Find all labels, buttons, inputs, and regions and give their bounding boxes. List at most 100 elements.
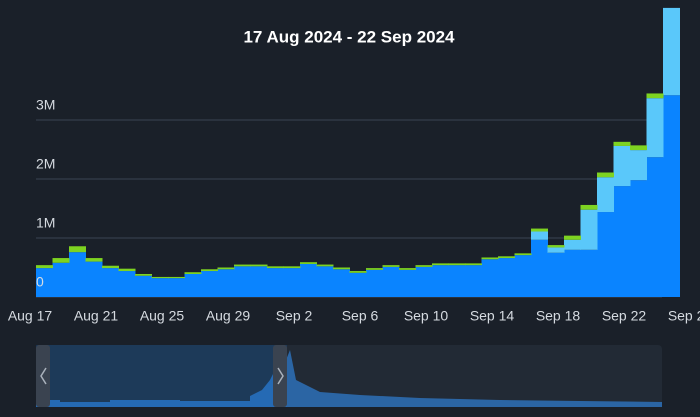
area-step [300, 263, 317, 297]
x-tick-label: Sep 14 [470, 308, 515, 324]
area-step [52, 262, 70, 297]
area-step [514, 255, 532, 297]
navigator-panel [36, 345, 662, 407]
area-step [564, 235, 581, 240]
y-tick-label: 3M [36, 97, 55, 113]
area-step [432, 263, 449, 266]
area-step [663, 95, 680, 297]
area-step [217, 267, 235, 270]
area-step [69, 252, 86, 297]
handle-arrow [277, 367, 284, 385]
y-tick-label: 1M [36, 215, 55, 231]
area-step [580, 249, 598, 297]
area-step [234, 266, 251, 297]
area-step [250, 264, 268, 267]
area-step [547, 252, 565, 297]
x-tick-label: Aug 21 [74, 308, 119, 324]
area-step [399, 268, 416, 270]
area-step [613, 186, 631, 297]
area-step [415, 266, 433, 297]
area-step [267, 268, 284, 297]
area-step [481, 259, 499, 297]
area-step [531, 228, 548, 232]
area-step [415, 265, 433, 267]
area-step [36, 268, 53, 297]
navigator-right-handle[interactable] [273, 345, 287, 407]
area-step [630, 145, 647, 151]
area-step [283, 266, 301, 269]
area-step [531, 231, 548, 240]
area-step [481, 257, 499, 260]
area-step [564, 239, 581, 250]
area-step [663, 7, 680, 96]
area-step [366, 268, 383, 270]
y-tick-label: 2M [36, 156, 55, 172]
navigator-selection[interactable] [36, 345, 287, 407]
area-step [646, 98, 664, 158]
area-step [382, 266, 400, 297]
area-step [333, 267, 350, 270]
area-step [349, 271, 367, 273]
area-step [168, 278, 185, 297]
area-step [102, 268, 119, 297]
area-step [102, 265, 119, 269]
area-step [151, 276, 169, 279]
area-step [498, 258, 515, 297]
navigator [36, 345, 662, 407]
area-step [448, 265, 466, 297]
area-step [316, 266, 334, 297]
x-tick-label: Aug 29 [206, 308, 251, 324]
area-step [201, 271, 218, 297]
area-step [432, 265, 449, 297]
area-step [300, 262, 317, 264]
area-step [580, 209, 598, 250]
area-step [465, 263, 482, 266]
x-tick-label: Sep 10 [404, 308, 449, 324]
area-step [498, 256, 515, 259]
x-tick-label: Sep 6 [342, 308, 379, 324]
area-step [382, 265, 400, 267]
area-step [597, 212, 614, 297]
area-step [597, 177, 614, 213]
area-step [85, 261, 103, 297]
area-step [597, 172, 614, 178]
area-step [646, 157, 664, 297]
area-step [399, 269, 416, 297]
area-step [135, 273, 152, 276]
x-tick-label: Sep 26 [668, 308, 700, 324]
area-step [184, 272, 202, 274]
navigator-left-handle[interactable] [36, 345, 50, 407]
chart-title: 17 Aug 2024 - 22 Sep 2024 [243, 27, 455, 46]
area-step [316, 264, 334, 267]
area-step [448, 263, 466, 266]
area-step [118, 268, 136, 272]
x-tick-label: Aug 17 [8, 308, 53, 324]
area-step [36, 265, 53, 269]
area-step [184, 273, 202, 297]
handle-arrow [40, 367, 47, 385]
area-step [234, 264, 251, 267]
area-step [465, 265, 482, 297]
area-step [630, 150, 647, 181]
area-step [151, 278, 169, 297]
area-step [250, 266, 268, 297]
area-step [217, 269, 235, 297]
area-step [613, 145, 631, 187]
area-step [168, 276, 185, 279]
area-step [630, 180, 647, 297]
area-step [85, 258, 103, 262]
navigator-preview [36, 350, 662, 407]
y-tick-label: 0 [36, 274, 44, 290]
x-tick-label: Sep 2 [276, 308, 313, 324]
area-step [646, 93, 664, 99]
area-step [514, 253, 532, 256]
x-tick-label: Sep 18 [536, 308, 581, 324]
area-step [201, 269, 218, 272]
area-step [613, 141, 631, 146]
area-step [333, 269, 350, 297]
area-step [349, 272, 367, 297]
area-step [531, 239, 548, 297]
plot-area: 0 1M 2M 3M Aug 17 Aug 21 Aug 25 Aug 29 Sep 2 Sep … [8, 7, 700, 324]
area-step [366, 269, 383, 297]
